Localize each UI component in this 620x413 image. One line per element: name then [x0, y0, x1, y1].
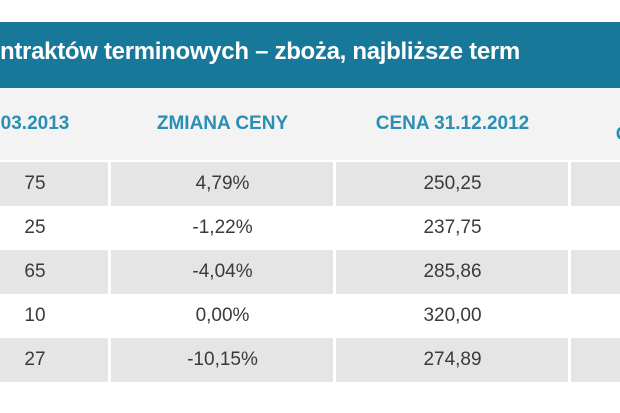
column-separator — [568, 160, 571, 383]
table-cell: 237,75 — [423, 217, 482, 238]
table-cell: 25 — [24, 217, 46, 238]
table-cell: -10,15% — [187, 349, 258, 370]
table-cell: 0,00% — [195, 305, 250, 326]
column-header: ZMIANA CENY — [156, 113, 289, 134]
table-cell: 27 — [24, 349, 46, 370]
column-header-line: OD — [616, 124, 620, 146]
table-title: ntraktów terminowych – zboża, najbliższe… — [0, 38, 520, 65]
column-separator — [108, 160, 111, 383]
table-row: 27 -10,15% 274,89 — [0, 338, 620, 382]
table-cell: 285,86 — [423, 261, 482, 282]
column-separator — [333, 160, 336, 383]
table-row: 10 0,00% 320,00 — [0, 294, 620, 338]
table-row: 75 4,79% 250,25 — [0, 162, 620, 206]
column-header: CENA 31.12.2012 — [375, 113, 530, 134]
table-cell: 320,00 — [423, 305, 482, 326]
table-row: 65 -4,04% 285,86 — [0, 250, 620, 294]
table-cell: -4,04% — [192, 261, 253, 282]
table-cell: -1,22% — [192, 217, 253, 238]
title-bar — [0, 22, 620, 88]
column-header: 03.2013 — [0, 113, 70, 134]
table-row: 25 -1,22% 237,75 — [0, 206, 620, 250]
table-cell: 4,79% — [195, 173, 250, 194]
table-cell: 75 — [24, 173, 46, 194]
header-row: 03.2013 ZMIANA CENY CENA 31.12.2012 ZOD — [0, 88, 620, 160]
table-cell: 250,25 — [423, 173, 482, 194]
table-cell: 10 — [24, 305, 46, 326]
table-cell: 274,89 — [423, 349, 482, 370]
column-header: ZOD — [570, 88, 620, 160]
table-cell: 65 — [24, 261, 46, 282]
